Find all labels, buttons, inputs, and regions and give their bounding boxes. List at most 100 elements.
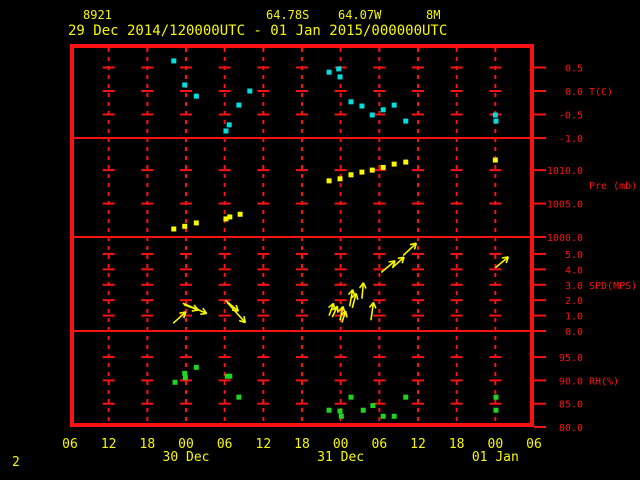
data-point [380,107,386,113]
data-point [359,169,365,175]
x-date-label: 30 Dec [163,450,210,465]
data-point [326,407,332,413]
y-tick-label: 4.0 [565,265,583,276]
grid-lines [102,48,502,424]
data-point [338,413,344,419]
data-point [171,58,177,64]
data-point [224,373,230,379]
wind-arrow [340,310,348,323]
pressure-series [171,157,498,232]
data-point [360,407,366,413]
station-elevation: 8M [426,8,441,22]
x-tick-label: 00 [178,437,194,452]
data-point [369,167,375,173]
data-point [326,178,332,184]
wind-arrow [391,256,405,269]
data-point [182,223,188,229]
relative-humidity-series [172,364,499,419]
wind-arrow [368,301,377,321]
data-point [247,88,253,94]
y-tick-label: 1005.0 [547,200,583,211]
x-tick-label: 00 [488,437,504,452]
data-point [348,172,354,178]
x-tick-label: 18 [449,437,465,452]
x-tick-label: 12 [256,437,272,452]
data-point [348,394,354,400]
y-tick-label: 1000.0 [547,233,583,244]
station-latitude: 64.78S [266,8,310,22]
data-point [223,128,229,134]
temperature-series [171,58,499,134]
data-point [492,157,498,163]
y-tick-label: -0.5 [559,111,583,122]
station-id: 8921 [83,8,112,22]
x-tick-label: 06 [526,437,542,452]
y-tick-label: 95.0 [559,353,583,364]
data-point [171,226,177,232]
wind-arrow [183,304,199,312]
panel-unit-label: SPD(MPS) [589,281,637,292]
data-point [370,403,376,409]
data-point [369,112,375,118]
data-point [391,102,397,108]
x-tick-label: 18 [294,437,310,452]
data-point [493,118,499,124]
data-point [336,66,342,72]
data-point [182,370,188,376]
x-axis-labels: 06 12 18 00 06 12 18 00 06 12 18 00 06 30 Dec 31 Dec 01… [62,437,542,465]
y-tick-label: 2.0 [565,296,583,307]
data-point [237,211,243,217]
y-tick-label: 1010.0 [547,166,583,177]
data-point [182,375,188,381]
y-axis-labels: 0.5 0.0 -0.5 -1.0 T(C) 1010.0 1005.0 1000.0 Pre … [534,64,637,434]
data-point [227,373,233,379]
wind-arrow [331,305,339,318]
data-point [337,74,343,80]
plot-time-range-title: 29 Dec 2014/120000UTC - 01 Jan 2015/0000… [68,23,448,39]
data-point [193,364,199,370]
panel-unit-label: RH(%) [589,376,619,387]
x-tick-label: 18 [140,437,156,452]
y-tick-label: 0.5 [565,64,583,75]
x-date-label: 01 Jan [472,450,519,465]
wind-arrow-series [172,242,510,324]
wind-arrow [172,311,187,324]
data-point [403,394,409,400]
wind-arrow [224,299,240,312]
x-tick-label: 06 [372,437,388,452]
data-point [380,164,386,170]
data-point [172,379,178,385]
data-point [226,122,232,128]
wind-arrow [226,301,247,324]
data-point [182,82,188,88]
y-tick-label: 0.0 [565,327,583,338]
x-tick-label: 12 [410,437,426,452]
y-tick-label: -1.0 [559,134,583,145]
data-point [193,220,199,226]
panel-unit-label: Pre (mb) [589,181,637,192]
y-tick-label: 90.0 [559,376,583,387]
wind-arrow [358,282,367,299]
x-tick-label: 00 [333,437,349,452]
data-point [403,118,409,124]
station-longitude: 64.07W [338,8,382,22]
y-tick-label: 0.0 [565,87,583,98]
data-point [380,413,386,419]
x-tick-label: 06 [62,437,78,452]
y-tick-label: 1.0 [565,312,583,323]
data-point [337,176,343,182]
wind-arrow [402,242,418,257]
wind-arrow [494,256,510,269]
data-point [493,407,499,413]
page-number: 2 [12,455,20,470]
data-point [493,394,499,400]
data-point [227,214,233,220]
data-point [348,99,354,105]
data-point [403,159,409,165]
data-point [492,112,498,118]
x-tick-label: 06 [217,437,233,452]
data-point [391,161,397,167]
plot-frame [70,44,534,427]
